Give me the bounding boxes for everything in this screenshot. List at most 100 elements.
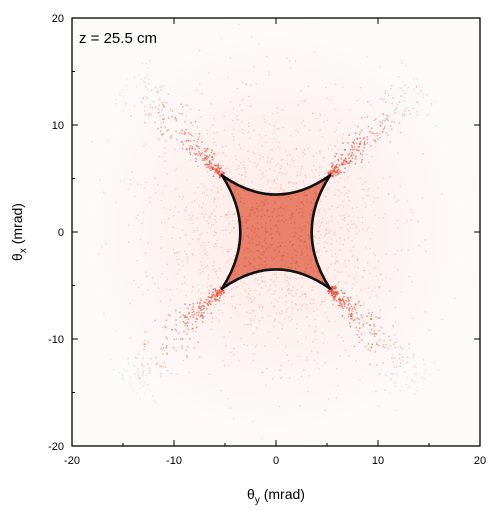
scatter-point [129,388,132,391]
scatter-point [398,101,401,104]
scatter-point [144,86,147,88]
scatter-point [128,241,130,243]
scatter-point [411,281,414,284]
scatter-point [297,104,299,106]
scatter-point [294,267,297,269]
scatter-point [313,299,315,301]
scatter-point [367,125,370,128]
scatter-point [412,356,415,358]
scatter-point [394,253,397,256]
scatter-point [379,136,382,139]
scatter-point [303,303,305,305]
scatter-point [181,260,184,263]
scatter-point [98,252,100,255]
scatter-point [349,148,352,151]
scatter-point [362,183,364,186]
x-axis: -20 -10 0 10 20 [64,18,486,467]
x-tick-label: -10 [166,455,182,467]
scatter-point [328,280,331,283]
scatter-point [313,310,315,313]
scatter-point [216,295,219,298]
scatter-point [211,293,214,296]
scatter-point [349,159,352,162]
scatter-point [213,260,216,263]
scatter-point [305,293,307,296]
scatter-point [348,199,351,202]
scatter-point [154,319,157,322]
scatter-point [219,175,222,178]
scatter-point [163,105,165,108]
scatter-point [329,230,332,232]
scatter-point [375,364,378,367]
scatter-point [377,138,379,140]
scatter-point [392,361,395,364]
scatter-point [263,251,266,253]
scatter-point [418,244,421,247]
scatter-point [403,113,406,116]
scatter-point [115,202,117,204]
scatter-point [297,265,299,268]
scatter-point [233,354,235,356]
scatter-point [244,175,247,178]
scatter-point [144,113,147,116]
scatter-point [241,184,244,186]
scatter-point [346,162,349,165]
scatter-point [215,245,218,248]
scatter-point [375,275,378,277]
scatter-point [266,367,268,370]
scatter-point [191,238,194,240]
scatter-point [264,121,267,124]
scatter-point [215,205,218,208]
x-tick-label: 10 [372,455,384,467]
scatter-point [373,138,375,141]
scatter-point [408,275,410,278]
scatter-point [300,308,302,311]
scatter-point [136,214,139,216]
scatter-point [218,289,221,291]
scatter-point [324,172,326,174]
scatter-point [385,276,388,279]
scatter-point [343,303,346,306]
scatter-point [143,145,145,147]
scatter-point [334,285,337,288]
scatter-point [267,246,270,249]
scatter-point [338,164,341,167]
scatter-point [361,304,364,307]
scatter-point [220,189,223,191]
scatter-point [281,327,283,330]
scatter-point [338,172,340,175]
scatter-point [240,179,243,181]
scatter-point [181,147,184,150]
scatter-point [365,322,368,324]
scatter-point [204,150,206,153]
scatter-point [249,290,251,292]
scatter-point [314,51,316,53]
scatter-point [300,239,302,241]
scatter-point [327,397,330,400]
scatter-point [197,138,200,141]
scatter-point [283,318,286,320]
scatter-point [189,219,192,221]
scatter-point [374,139,377,142]
scatter-point [303,149,306,151]
scatter-point [330,182,332,185]
scatter-point [195,144,198,147]
scatter-point [213,132,215,134]
scatter-point [250,317,252,320]
scatter-point [268,168,271,170]
scatter-point [185,294,188,297]
scatter-point [280,376,283,378]
scatter-point [295,304,298,306]
scatter-point [200,115,202,118]
scatter-point [351,287,354,290]
scatter-point [292,236,294,238]
scatter-point [189,133,191,136]
scatter-point [337,384,339,387]
scatter-point [257,205,260,207]
scatter-point [256,215,259,218]
scatter-point [290,289,293,292]
scatter-point [258,283,261,286]
scatter-point [233,347,235,350]
scatter-point [341,314,344,317]
scatter-point [358,318,360,321]
